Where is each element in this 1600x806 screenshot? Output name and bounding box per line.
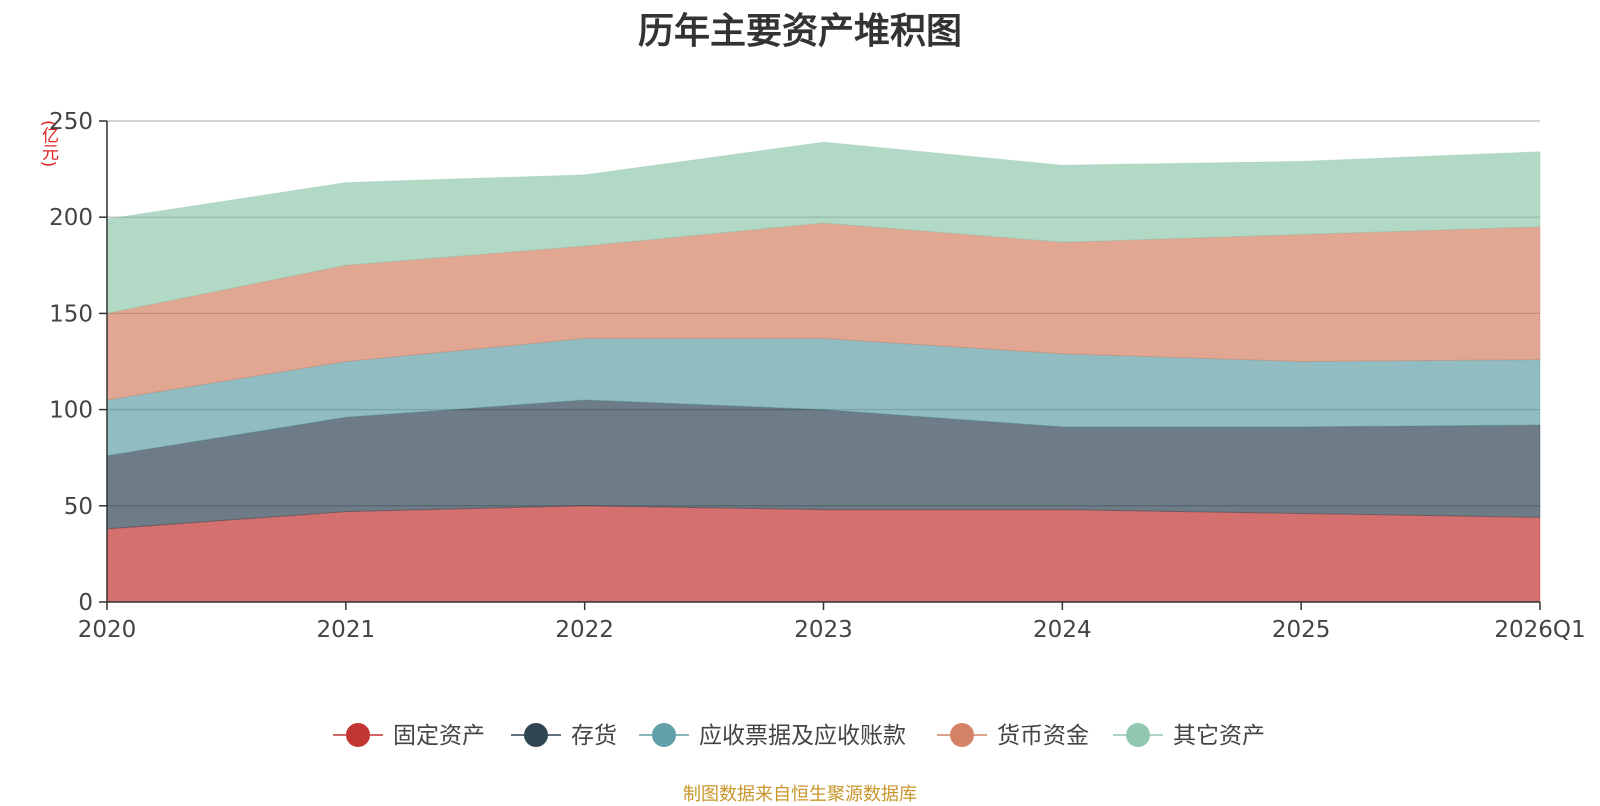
y-tick-label: 100	[49, 398, 93, 424]
legend-item: 其它资产	[1113, 723, 1265, 749]
legend-marker	[524, 723, 548, 747]
legend-item: 固定资产	[333, 723, 485, 749]
legend-item: 存货	[511, 723, 617, 749]
legend-item: 货币资金	[937, 723, 1089, 749]
x-tick-label: 2026Q1	[1494, 617, 1585, 643]
legend-label: 其它资产	[1173, 723, 1265, 749]
axis-layer: 0 50 100 150 200 250 2020 2021 2022 2023 2024 2025 2…	[49, 109, 1586, 643]
y-tick-label: 50	[64, 494, 93, 520]
chart-title: 历年主要资产堆积图	[637, 11, 962, 52]
legend-label: 货币资金	[997, 723, 1089, 749]
legend-item: 应收票据及应收账款	[639, 723, 906, 749]
x-tick-label: 2023	[794, 617, 853, 643]
legend-label: 固定资产	[393, 723, 485, 749]
x-tick-label: 2021	[317, 617, 376, 643]
legend-marker	[950, 723, 974, 747]
legend-marker	[652, 723, 676, 747]
y-tick-label: 0	[78, 590, 93, 616]
x-tick-label: 2024	[1033, 617, 1092, 643]
area-series-0	[106, 505, 1541, 603]
legend: 固定资产 存货 应收票据及应收账款 货币资金 其它资产	[333, 723, 1265, 749]
y-tick-label: 250	[49, 109, 93, 135]
x-tick-label: 2025	[1272, 617, 1331, 643]
legend-marker	[346, 723, 370, 747]
legend-label: 应收票据及应收账款	[699, 723, 906, 749]
y-tick-label: 150	[49, 301, 93, 327]
x-tick-label: 2020	[78, 617, 137, 643]
legend-marker	[1126, 723, 1150, 747]
x-tick-label: 2022	[555, 617, 614, 643]
area-series-4	[106, 141, 1541, 315]
area-layer	[106, 141, 1541, 603]
y-tick-label: 200	[49, 205, 93, 231]
legend-label: 存货	[571, 723, 617, 749]
y-axis-unit: (亿元)	[38, 120, 58, 168]
area-series-3	[106, 222, 1541, 401]
source-note: 制图数据来自恒生聚源数据库	[683, 784, 917, 805]
